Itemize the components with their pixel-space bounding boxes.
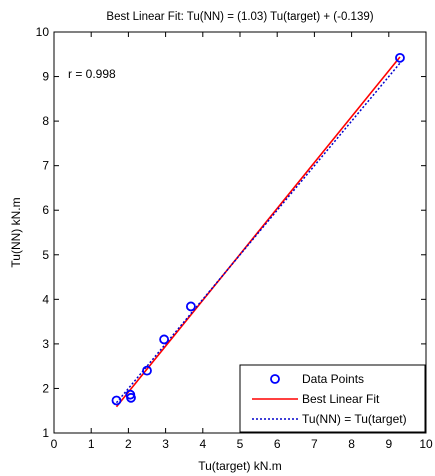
y-tick-label: 1 bbox=[42, 426, 49, 440]
x-tick-label: 9 bbox=[385, 437, 392, 451]
y-tick-label: 6 bbox=[42, 203, 49, 217]
y-tick-label: 9 bbox=[42, 70, 49, 84]
y-tick-label: 7 bbox=[42, 159, 49, 173]
series-line-1 bbox=[115, 56, 401, 408]
series-line-2 bbox=[115, 62, 401, 404]
x-tick-label: 10 bbox=[419, 437, 433, 451]
data-point-2 bbox=[126, 392, 136, 403]
legend: Data Points Best Linear Fit Tu(NN) = Tu(ta… bbox=[239, 364, 426, 433]
y-axis-label: Tu(NN) kN.m bbox=[9, 197, 23, 267]
x-tick-label: 7 bbox=[311, 437, 318, 451]
data-point-0 bbox=[111, 395, 122, 406]
y-tick-label: 10 bbox=[36, 25, 50, 39]
y-tick-label: 3 bbox=[42, 337, 49, 351]
data-point-4 bbox=[159, 334, 170, 345]
x-tick-label: 4 bbox=[199, 437, 206, 451]
x-tick-label: 1 bbox=[88, 437, 95, 451]
x-tick-label: 2 bbox=[125, 437, 132, 451]
y-tick-label: 5 bbox=[42, 248, 49, 262]
x-axis-label: Tu(target) kN.m bbox=[198, 459, 282, 473]
correlation-annotation: r = 0.998 bbox=[68, 67, 116, 81]
data-point-5 bbox=[185, 301, 196, 312]
y-tick-label: 2 bbox=[42, 381, 49, 395]
plot-series bbox=[111, 52, 405, 408]
legend-label-1: Best Linear Fit bbox=[302, 392, 380, 406]
y-tick-label: 8 bbox=[42, 114, 49, 128]
chart-title: Best Linear Fit: Tu(NN) = (1.03) Tu(targ… bbox=[106, 11, 373, 23]
x-tick-label: 3 bbox=[162, 437, 169, 451]
data-point-3 bbox=[142, 365, 152, 376]
x-tick-label: 0 bbox=[51, 437, 58, 451]
x-tick-label: 8 bbox=[348, 437, 355, 451]
data-point-6 bbox=[395, 52, 405, 63]
x-tick-label: 6 bbox=[274, 437, 281, 451]
legend-label-0: Data Points bbox=[302, 372, 364, 386]
y-tick-label: 4 bbox=[42, 292, 49, 306]
x-tick-label: 5 bbox=[237, 437, 244, 451]
legend-marker-0 bbox=[270, 374, 280, 384]
legend-label-2: Tu(NN) = Tu(target) bbox=[302, 412, 407, 426]
